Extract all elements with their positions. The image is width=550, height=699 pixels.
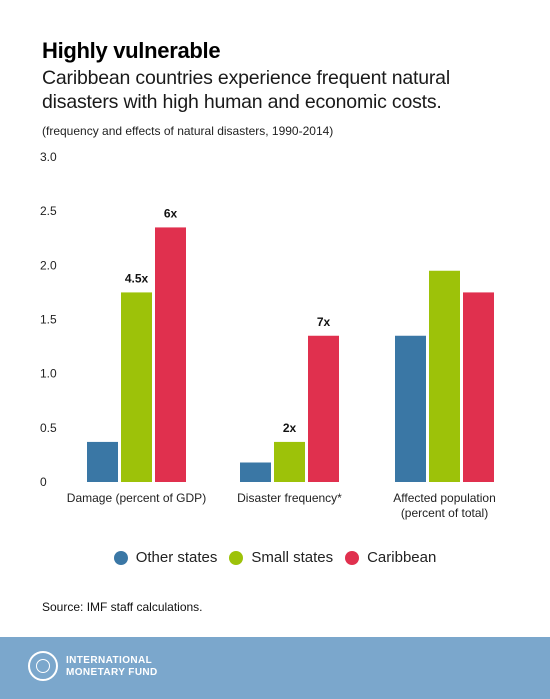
legend-label: Other states [135,549,218,566]
bar-chart: 3.0 2.5 2.0 1.5 1.0 0.5 0 4.5x 6x 2x 7x Damage (per… [40,150,496,520]
legend: Other states Small states Caribbean [0,549,550,566]
source-note: Source: IMF staff calculations. [42,600,203,614]
legend-swatch-icon [113,550,128,565]
x-category-label: Affected population [393,491,496,505]
footer-bar: INTERNATIONAL MONETARY FUND [0,637,550,699]
legend-item: Caribbean [345,549,436,566]
data-label: 4.5x [125,271,149,285]
org-name-line2: MONETARY FUND [66,667,158,678]
y-tick-label: 0.5 [40,421,57,435]
y-tick-label: 1.5 [40,313,57,327]
legend-label: Caribbean [367,549,437,566]
data-label: 6x [164,206,178,220]
bar [155,227,186,482]
bar [308,335,339,482]
x-category-label: (percent of total) [401,506,488,520]
data-label: 7x [317,315,331,329]
legend-swatch-icon [345,550,360,565]
bar [395,335,426,482]
legend-swatch-icon [229,550,244,565]
bar [87,441,118,482]
x-category-label: Disaster frequency* [237,491,342,505]
bar [274,441,305,482]
legend-label: Small states [251,549,334,566]
org-name-line1: INTERNATIONAL [66,655,153,666]
org-name: INTERNATIONAL MONETARY FUND [66,655,158,679]
y-tick-label: 2.5 [40,204,57,218]
chart-title: Highly vulnerable [42,38,221,63]
chart-subtitle: Caribbean countries experience frequent … [42,67,450,113]
y-tick-label: 3.0 [40,150,57,164]
y-tick-label: 0 [40,475,47,489]
y-tick-label: 1.0 [40,367,57,381]
bar [429,270,460,482]
legend-item: Other states [113,549,218,566]
imf-seal-icon [28,651,58,681]
bar [121,292,152,482]
bar [240,462,271,482]
bar [463,292,494,482]
chart-note: (frequency and effects of natural disast… [42,124,334,138]
y-tick-label: 2.0 [40,258,57,272]
x-category-label: Damage (percent of GDP) [67,491,206,505]
legend-item: Small states [229,549,333,566]
data-label: 2x [283,421,297,435]
